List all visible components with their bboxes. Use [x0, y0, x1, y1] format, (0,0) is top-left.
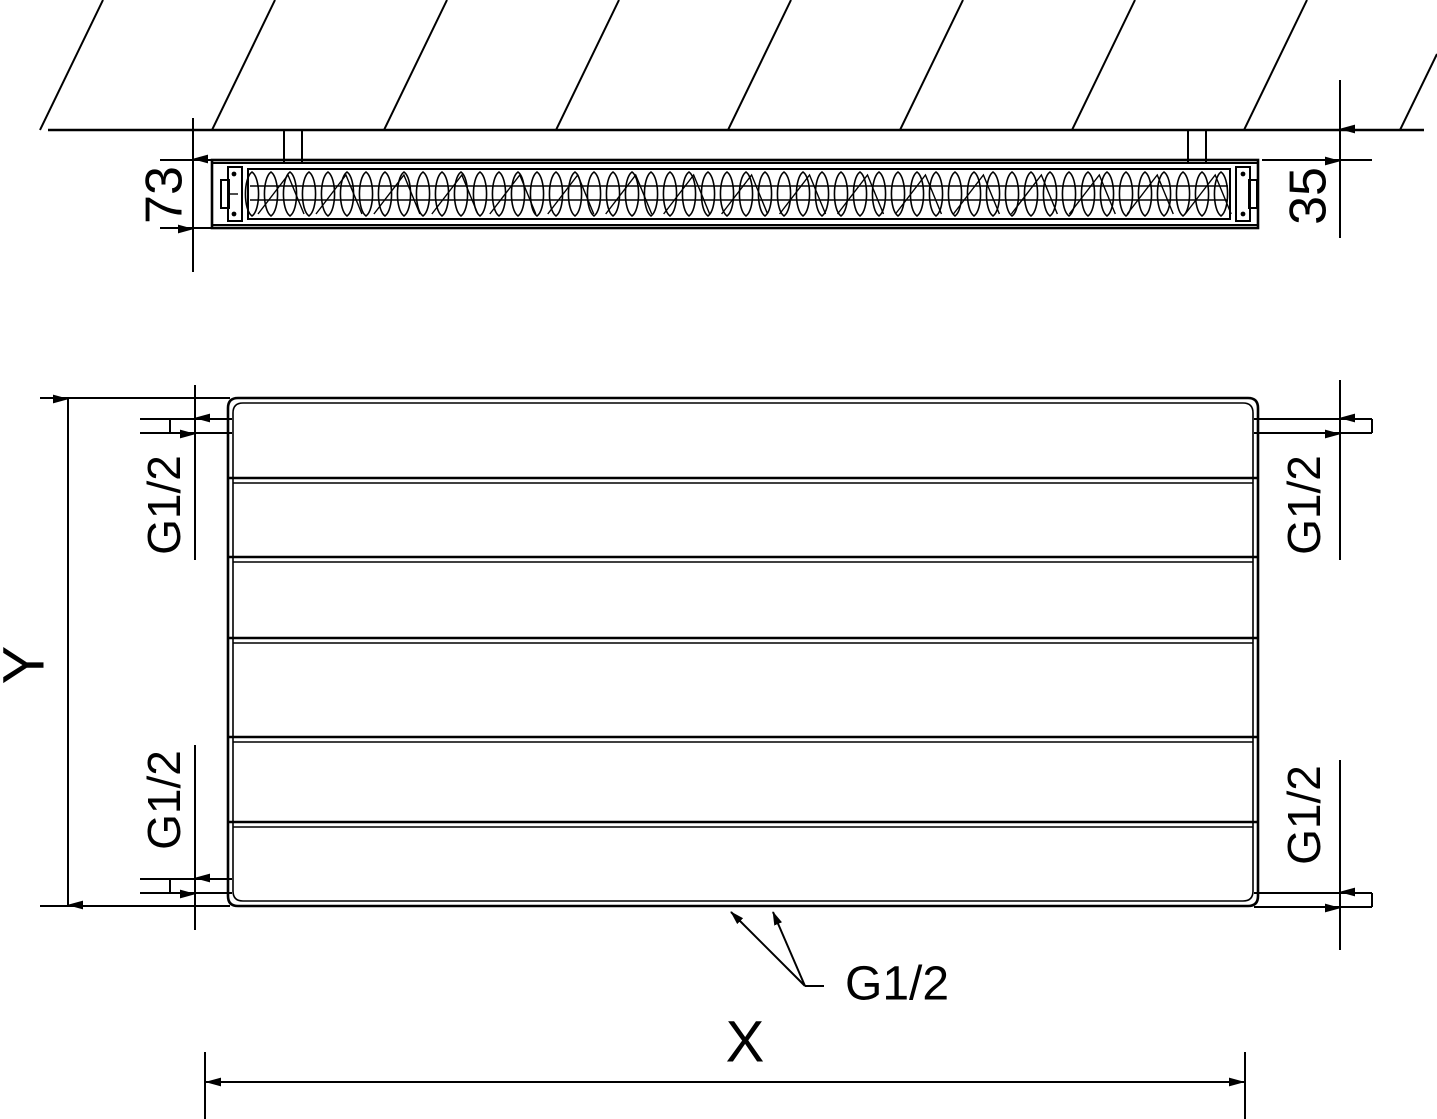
- convector-fin: [587, 172, 600, 216]
- convector-fin: [302, 172, 315, 216]
- front-panel-outline: [228, 398, 1258, 906]
- convector-fin: [397, 172, 410, 216]
- dimension-label-73: 73: [136, 166, 194, 224]
- convector-fin: [1043, 172, 1056, 216]
- front-panel-groove-lines: [228, 478, 1258, 827]
- wall-hatching: [40, 0, 1437, 130]
- convector-fin: [948, 172, 961, 216]
- convector-fin: [1005, 172, 1018, 216]
- dimension-label-35: 35: [1280, 167, 1338, 225]
- convector-fin: [682, 172, 695, 216]
- radiator-dimension-drawing: 73 35: [0, 0, 1437, 1119]
- convector-fin: [492, 172, 505, 216]
- dimension-label-g12-right-top: G1/2: [1278, 455, 1330, 555]
- convector-fin: [359, 172, 372, 216]
- convector-fins: [245, 169, 1231, 219]
- dimension-label-X: X: [726, 1009, 765, 1074]
- convector-fin: [264, 172, 277, 216]
- convector-fin: [872, 172, 885, 216]
- wall-bracket-right: [1188, 130, 1206, 163]
- convector-fin: [454, 172, 467, 216]
- convector-fin: [739, 172, 752, 216]
- convector-fin: [1081, 172, 1094, 216]
- connection-stub-bottom-left: [170, 879, 232, 893]
- dimension-35: 35: [1262, 80, 1372, 238]
- convector-fin: [720, 172, 733, 216]
- dimension-g12-right-top: G1/2: [1278, 380, 1340, 560]
- convector-fin: [644, 172, 657, 216]
- convector-fin: [321, 172, 334, 216]
- convector-fin: [663, 172, 676, 216]
- dimension-g12-left-top: G1/2: [138, 385, 228, 560]
- dimension-label-g12-right-bottom: G1/2: [1278, 765, 1330, 865]
- convector-fin: [891, 172, 904, 216]
- section-left-endcap: [221, 167, 242, 221]
- dimension-g12-right-bottom: G1/2: [1278, 760, 1340, 950]
- dimension-label-g12-bottom: G1/2: [845, 958, 949, 1011]
- convector-fin: [1176, 172, 1189, 216]
- convector-fin: [929, 172, 942, 216]
- convector-fin: [777, 172, 790, 216]
- dimension-label-Y: Y: [0, 646, 56, 685]
- dimension-label-g12-left-top: G1/2: [138, 455, 190, 555]
- convector-waterway: [780, 175, 826, 214]
- connection-stub-top-right: [1254, 419, 1372, 433]
- connection-stub-top-left: [170, 419, 232, 433]
- leader-g12-bottom: G1/2: [731, 912, 949, 1011]
- dimension-X: X: [205, 1009, 1245, 1119]
- connection-stub-bottom-right: [1254, 893, 1372, 907]
- dimension-73: 73: [136, 118, 262, 272]
- convector-fin: [910, 172, 923, 216]
- section-right-endcap: [1236, 167, 1257, 221]
- convector-fin: [530, 172, 543, 216]
- technical-drawing-canvas: 73 35: [0, 0, 1437, 1119]
- convector-fin: [1195, 172, 1208, 216]
- convector-fin: [511, 172, 524, 216]
- wall-bracket-left: [284, 130, 302, 163]
- dimension-label-g12-left-bottom: G1/2: [138, 750, 190, 850]
- convector-waterway: [838, 175, 884, 214]
- convector-fin: [1138, 172, 1151, 216]
- dimension-g12-left-bottom: G1/2: [138, 745, 228, 930]
